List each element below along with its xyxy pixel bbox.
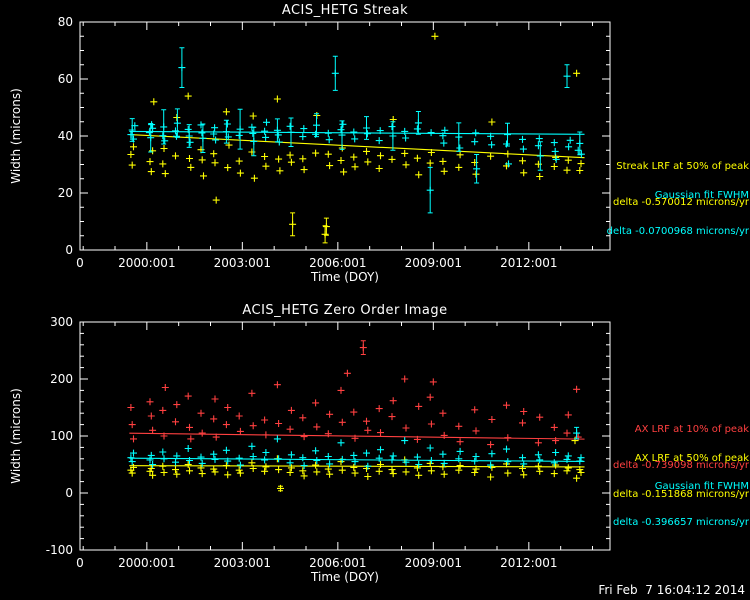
error-bars (574, 426, 580, 440)
annotation-line1: Streak LRF at 50% of peak (616, 161, 749, 172)
annotation-line2: delta -0.739098 microns/yr (613, 460, 749, 471)
y-tick-label: 80 (58, 15, 73, 29)
x-tick-label: 2006:001 (309, 556, 367, 570)
axis-frame (79, 21, 611, 251)
annotation-line2: delta -0.396657 microns/yr (613, 517, 749, 528)
x-tick-label: 0 (76, 556, 84, 570)
y-tick-label: 20 (58, 186, 73, 200)
error-bars (360, 340, 366, 355)
x-tick-label: 2003:001 (214, 256, 272, 270)
scatter-series (127, 426, 585, 470)
y-tick-label: 60 (58, 72, 73, 86)
fit-line (129, 130, 585, 135)
timestamp: Fri Feb 7 16:04:12 2014 (598, 583, 745, 597)
streak-y-axis-label: Width (microns) (9, 88, 23, 184)
x-tick-label: 2003:001 (214, 556, 272, 570)
fit-line (129, 457, 585, 462)
scatter-series (127, 340, 585, 449)
y-tick-label: 300 (50, 315, 73, 329)
annotation-line2: delta -0.0700968 microns/yr (606, 226, 749, 237)
axis-frame (79, 321, 611, 551)
y-tick-label: 100 (50, 429, 73, 443)
y-tick-label: 200 (50, 372, 73, 386)
data-points (127, 437, 585, 492)
data-points (127, 64, 585, 194)
zero-order-y-axis-label: Width (microns) (9, 388, 23, 484)
annotation-line2: delta -0.151868 microns/yr (613, 489, 749, 500)
ax-lrf50-annotation: AX LRF at 50% of peak delta -0.151868 mi… (613, 429, 749, 513)
error-bars (129, 47, 583, 214)
x-tick-label: 2000:001 (118, 256, 176, 270)
zero-order-chart-title: ACIS_HETG Zero Order Image (242, 303, 448, 318)
streak-lrf-annotation: Streak LRF at 50% of peak delta -0.57001… (613, 137, 749, 221)
ax-lrf10-annotation: AX LRF at 10% of peak delta -0.739098 mi… (613, 400, 749, 484)
x-tick-label: 2009:001 (405, 556, 463, 570)
fit-line (129, 134, 585, 159)
scatter-series (127, 32, 585, 244)
annotation-line1: AX LRF at 10% of peak (634, 424, 749, 435)
annotation-line1: AX LRF at 50% of peak (634, 453, 749, 464)
streak-x-axis-label: Time (DOY) (311, 270, 379, 284)
y-tick-label: 40 (58, 129, 73, 143)
x-tick-label: 2012:001 (500, 256, 558, 270)
y-tick-label: 0 (65, 486, 73, 500)
x-tick-label: 2009:001 (405, 256, 463, 270)
x-tick-label: 2006:001 (309, 256, 367, 270)
streak-chart-title: ACIS_HETG Streak (281, 3, 409, 18)
x-tick-label: 0 (76, 256, 84, 270)
x-tick-label: 2012:001 (500, 556, 558, 570)
annotation-line2: delta -0.570012 microns/yr (613, 197, 749, 208)
annotation-line1: Gaussian fit FWHM (654, 481, 749, 492)
annotation-line1: Gaussian fit FWHM (654, 190, 749, 201)
zero-order-x-axis-label: Time (DOY) (311, 570, 379, 584)
data-points (127, 32, 585, 238)
data-points (127, 429, 585, 470)
x-tick-label: 2000:001 (118, 556, 176, 570)
scatter-series (127, 437, 585, 492)
data-points (127, 344, 582, 449)
zero-order-gaussian-annotation: Gaussian fit FWHM delta -0.396657 micron… (613, 457, 749, 541)
chart-0: 0 2000:001 2003:001 2006:001 2009:001 2012:00… (58, 15, 611, 270)
error-bars (278, 485, 283, 492)
y-tick-label: -100 (46, 543, 73, 557)
fit-line (129, 465, 585, 468)
y-tick-label: 0 (65, 243, 73, 257)
streak-gaussian-annotation: Gaussian fit FWHM delta -0.0700968 micro… (607, 166, 749, 250)
scatter-series (127, 47, 585, 214)
error-bars (290, 212, 329, 244)
chart-1: 0 2000:001 2003:001 2006:001 2009:001 2012:00… (46, 315, 611, 570)
